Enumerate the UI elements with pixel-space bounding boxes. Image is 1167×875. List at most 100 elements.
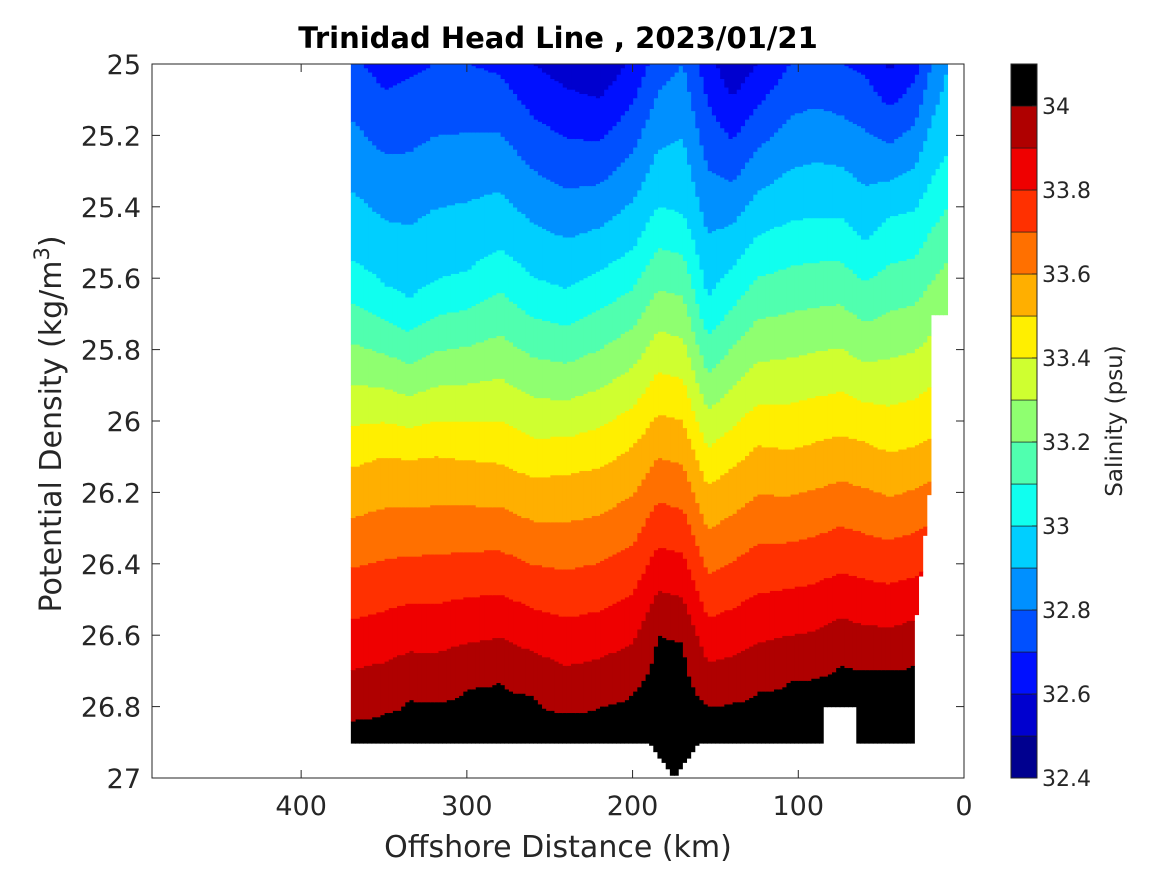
- contour-cell: [578, 432, 584, 472]
- contour-cell: [491, 64, 497, 74]
- contour-cell: [491, 72, 497, 134]
- contour-cell: [620, 64, 625, 69]
- contour-cell: [355, 515, 360, 568]
- contour-cell: [897, 261, 903, 309]
- contour-cell: [889, 143, 895, 181]
- contour-cell: [707, 528, 712, 575]
- contour-cell: [736, 702, 741, 744]
- contour-cell: [483, 299, 489, 341]
- contour-cell: [375, 560, 381, 613]
- contour-cell: [628, 695, 634, 744]
- contour-cell: [400, 64, 406, 82]
- contour-cell: [848, 312, 853, 356]
- contour-cell: [595, 310, 601, 352]
- contour-cell: [549, 475, 555, 523]
- contour-cell: [570, 188, 576, 239]
- contour-cell: [823, 485, 828, 534]
- contour-cell: [483, 687, 489, 744]
- contour-cell: [910, 83, 915, 127]
- contour-cell: [715, 175, 721, 230]
- contour-cell: [885, 359, 891, 408]
- contour-cell: [624, 597, 630, 648]
- contour-cell: [645, 674, 650, 744]
- contour-cell: [375, 612, 381, 665]
- contour-cell: [620, 209, 625, 258]
- contour-cell: [719, 398, 725, 438]
- contour-cell: [359, 668, 364, 721]
- contour-cell: [595, 612, 601, 661]
- contour-cell: [893, 263, 899, 311]
- contour-cell: [897, 308, 903, 356]
- contour-cell: [872, 231, 878, 277]
- contour-cell: [632, 147, 638, 198]
- contour-cell: [640, 64, 646, 78]
- contour-cell: [790, 64, 795, 117]
- contour-cell: [578, 357, 584, 397]
- contour-cell: [495, 336, 501, 380]
- contour-cell: [736, 175, 741, 217]
- contour-cell: [450, 273, 456, 314]
- contour-cell: [549, 64, 555, 80]
- contour-cell: [669, 507, 675, 551]
- contour-cell: [520, 518, 526, 562]
- contour-cell: [727, 64, 733, 95]
- contour-cell: [512, 346, 518, 389]
- contour-cell: [678, 642, 683, 770]
- contour-cell: [578, 138, 584, 187]
- contour-cell: [653, 252, 659, 294]
- contour-cell: [744, 552, 750, 601]
- contour-cell: [458, 271, 464, 311]
- contour-cell: [483, 194, 489, 258]
- contour-cell: [901, 402, 907, 451]
- contour-cell: [558, 522, 563, 571]
- contour-cell: [736, 89, 741, 134]
- contour-cell: [495, 64, 501, 76]
- contour-cell: [541, 177, 547, 230]
- contour-cell: [935, 104, 940, 170]
- contour-cell: [682, 72, 688, 149]
- contour-cell: [819, 351, 824, 397]
- contour-cell: [814, 263, 820, 309]
- contour-cell: [479, 552, 485, 596]
- contour-cell: [877, 449, 882, 493]
- contour-cell: [765, 141, 770, 187]
- contour-cell: [727, 610, 733, 658]
- contour-cell: [885, 218, 891, 266]
- contour-cell: [703, 226, 708, 290]
- contour-cell: [400, 81, 406, 155]
- contour-cell: [790, 494, 795, 543]
- colorbar: [1010, 63, 1038, 779]
- contour-cell: [740, 211, 746, 256]
- contour-cell: [744, 291, 750, 333]
- contour-cell: [375, 83, 381, 151]
- contour-cell: [761, 188, 766, 234]
- contour-cell: [719, 475, 725, 521]
- contour-cell: [835, 573, 841, 620]
- contour-cell: [429, 136, 435, 211]
- contour-cell: [355, 567, 360, 620]
- contour-cell: [371, 145, 377, 213]
- contour-cell: [371, 717, 377, 744]
- contour-cell: [640, 479, 646, 528]
- contour-cell: [736, 216, 741, 260]
- contour-cell: [918, 151, 924, 200]
- contour-cell: [806, 584, 812, 633]
- contour-bands: [350, 64, 949, 776]
- contour-cell: [732, 306, 737, 346]
- contour-cell: [649, 258, 654, 301]
- contour-cell: [848, 269, 853, 314]
- contour-cell: [727, 704, 733, 744]
- contour-cell: [471, 642, 476, 691]
- contour-cell: [462, 505, 468, 553]
- contour-cell: [715, 402, 721, 440]
- contour-cell: [893, 310, 899, 359]
- contour-cell: [831, 64, 837, 114]
- contour-cell: [649, 216, 654, 260]
- contour-cell: [458, 132, 464, 204]
- contour-cell: [375, 278, 381, 318]
- colorbar-swatch: [1010, 651, 1038, 695]
- contour-cell: [831, 113, 837, 166]
- contour-cell: [881, 359, 886, 406]
- contour-cell: [582, 614, 588, 663]
- contour-cell: [856, 400, 862, 442]
